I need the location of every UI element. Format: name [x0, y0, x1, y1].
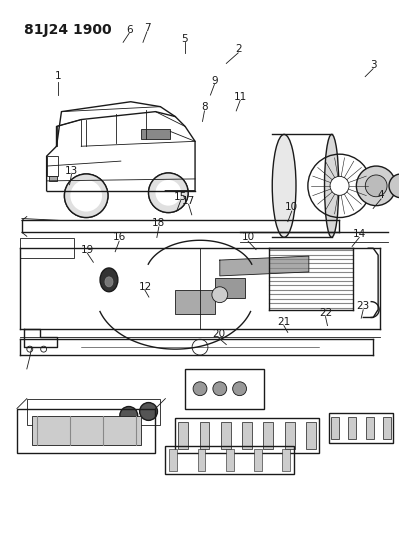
Text: 11: 11	[233, 92, 247, 102]
Circle shape	[233, 382, 247, 395]
Bar	[348, 417, 356, 439]
Text: 4: 4	[378, 190, 385, 200]
Circle shape	[389, 174, 401, 198]
Polygon shape	[220, 256, 309, 276]
Bar	[175, 418, 319, 453]
Text: 18: 18	[152, 218, 166, 228]
Circle shape	[156, 180, 181, 206]
Circle shape	[330, 176, 349, 196]
Bar	[200, 422, 209, 449]
Bar	[185, 369, 264, 408]
Bar	[165, 446, 294, 474]
Bar	[263, 422, 273, 449]
Text: 7: 7	[144, 23, 150, 33]
Bar	[17, 408, 156, 453]
Ellipse shape	[272, 134, 296, 237]
Text: 81J24 1900: 81J24 1900	[24, 23, 111, 37]
Text: 17: 17	[182, 196, 195, 206]
Circle shape	[65, 174, 108, 217]
Bar	[282, 449, 290, 471]
Bar	[47, 156, 59, 176]
Text: 14: 14	[352, 229, 366, 239]
Circle shape	[212, 287, 228, 303]
Text: 20: 20	[212, 329, 225, 339]
Bar	[169, 449, 177, 471]
Text: 23: 23	[356, 301, 370, 311]
Bar	[20, 238, 74, 258]
Bar	[198, 449, 205, 471]
Ellipse shape	[100, 268, 118, 292]
Bar	[49, 176, 57, 181]
Text: 19: 19	[81, 245, 94, 255]
Bar	[215, 278, 245, 297]
Text: 21: 21	[277, 317, 290, 327]
Text: 2: 2	[235, 44, 241, 54]
Text: 9: 9	[211, 76, 218, 86]
Circle shape	[192, 339, 208, 355]
Bar	[285, 422, 294, 449]
Circle shape	[193, 382, 207, 395]
Text: 1: 1	[54, 70, 61, 80]
Bar	[366, 417, 373, 439]
Bar	[242, 422, 252, 449]
Text: 8: 8	[201, 102, 208, 112]
Circle shape	[140, 402, 158, 421]
Text: 13: 13	[65, 166, 78, 175]
Text: 10: 10	[285, 203, 298, 213]
Text: 6: 6	[126, 25, 132, 35]
Circle shape	[365, 175, 387, 197]
Ellipse shape	[105, 277, 113, 287]
Circle shape	[356, 166, 396, 206]
Text: 12: 12	[138, 281, 152, 292]
Circle shape	[213, 382, 227, 395]
Bar	[226, 449, 234, 471]
Bar	[254, 449, 262, 471]
Text: 5: 5	[181, 34, 188, 44]
Circle shape	[148, 173, 188, 213]
Text: 10: 10	[241, 232, 255, 243]
Bar	[27, 399, 160, 425]
Bar	[175, 290, 215, 314]
Bar	[329, 414, 393, 443]
Bar	[178, 422, 188, 449]
Circle shape	[70, 180, 102, 212]
Bar	[221, 422, 231, 449]
Text: 22: 22	[319, 308, 332, 318]
Text: 3: 3	[370, 60, 377, 70]
Bar	[331, 417, 338, 439]
Bar	[306, 422, 316, 449]
Ellipse shape	[324, 134, 339, 237]
Bar	[32, 416, 141, 445]
Bar	[383, 417, 391, 439]
Text: 15: 15	[174, 192, 187, 202]
Text: 16: 16	[113, 232, 126, 243]
Circle shape	[120, 407, 138, 424]
Bar	[141, 130, 170, 139]
